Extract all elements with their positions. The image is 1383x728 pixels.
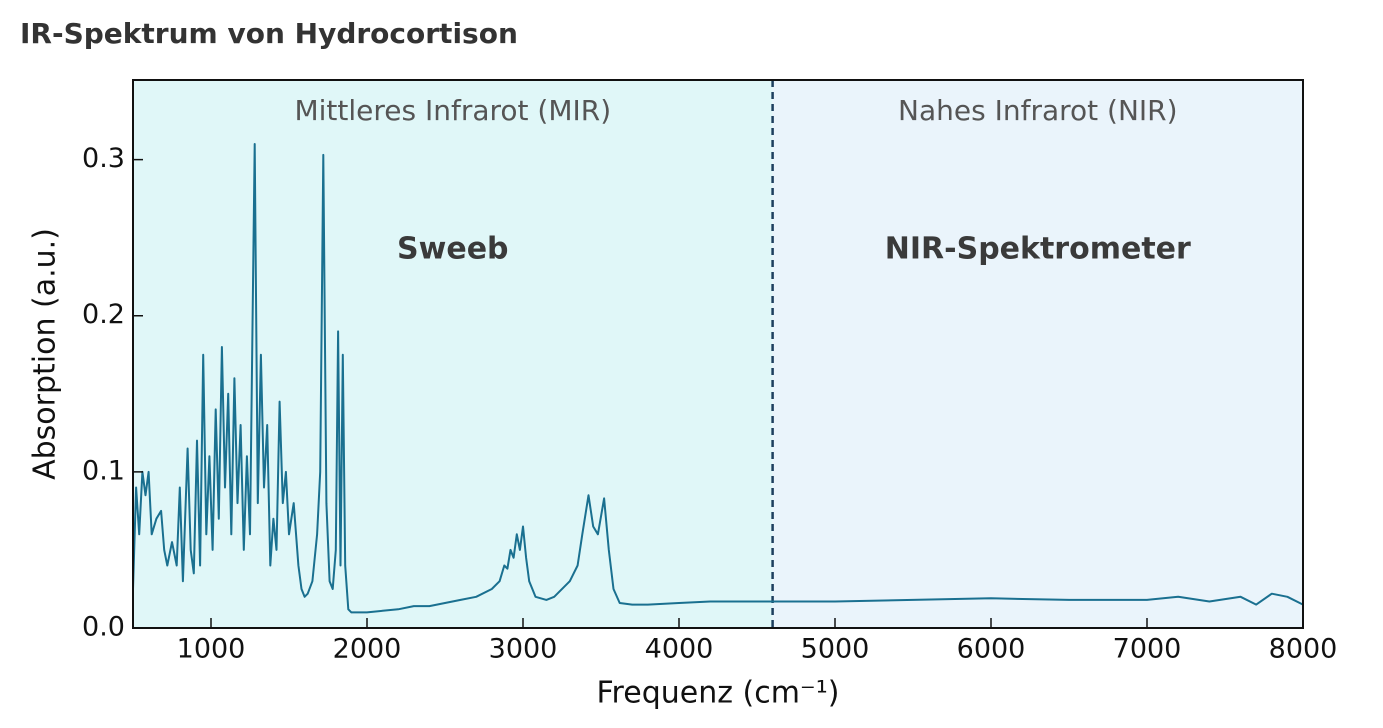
y-tick-label: 0.2 bbox=[82, 299, 125, 330]
y-tick-label: 0.3 bbox=[82, 143, 125, 174]
plot-area: Mittleres Infrarot (MIR) Nahes Infrarot (… bbox=[82, 79, 1338, 665]
y-axis-label: Absorption (a.u.) bbox=[28, 228, 63, 480]
x-tick-label: 4000 bbox=[645, 634, 714, 665]
x-tick-label: 2000 bbox=[333, 634, 402, 665]
annotation: Mittleres Infrarot (MIR) bbox=[294, 94, 611, 127]
x-axis-label: Frequenz (cm⁻¹) bbox=[596, 676, 839, 711]
x-tick-label: 7000 bbox=[1113, 634, 1182, 665]
x-tick-label: 5000 bbox=[801, 634, 870, 665]
region bbox=[772, 80, 1303, 628]
y-tick-label: 0.1 bbox=[82, 455, 125, 486]
x-tick-label: 3000 bbox=[489, 634, 558, 665]
annotation: Sweeb bbox=[397, 232, 509, 267]
annotation: NIR-Spektrometer bbox=[885, 232, 1191, 267]
x-tick-label: 8000 bbox=[1269, 634, 1338, 665]
x-tick-label: 1000 bbox=[177, 634, 246, 665]
plot-frame bbox=[132, 79, 1304, 629]
annotation: Nahes Infrarot (NIR) bbox=[898, 94, 1178, 127]
spectrum-line bbox=[132, 143, 1304, 614]
y-tick-label: 0.0 bbox=[82, 612, 125, 643]
chart-title: IR-Spektrum von Hydrocortison bbox=[20, 17, 518, 50]
x-tick-label: 6000 bbox=[957, 634, 1026, 665]
region bbox=[133, 80, 773, 628]
